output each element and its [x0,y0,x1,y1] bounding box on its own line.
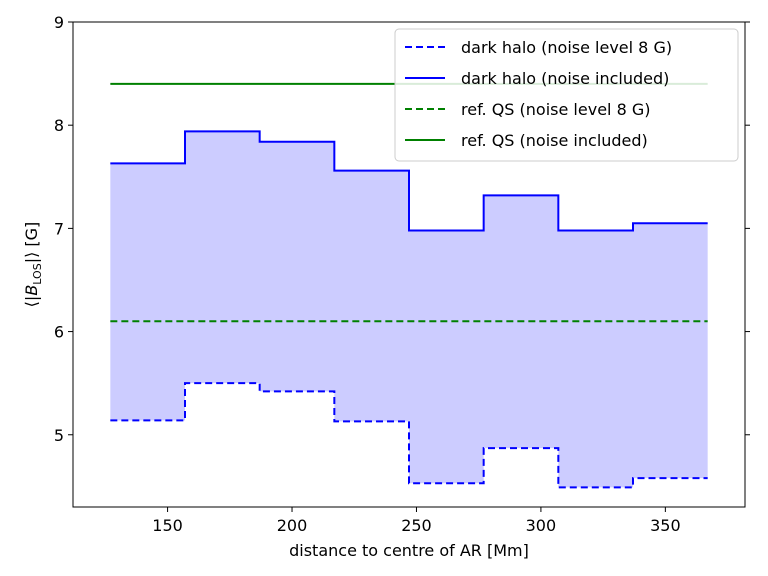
y-tick-label: 5 [54,426,64,445]
y-axis-label: ⟨|BLOS|⟩ [G] [22,222,44,308]
fill-layer [110,131,708,488]
series-dark-halo-noise-included [110,130,708,232]
y-tick-label: 6 [54,323,64,342]
y-axis-label-var: B [22,285,41,296]
series-dark-halo-noise-level-8-g [110,382,708,489]
series-layer [110,82,708,489]
legend-label: dark halo (noise level 8 G) [461,38,672,57]
y-axis-label-sub: LOS [31,263,44,284]
legend-label: dark halo (noise included) [461,69,669,88]
x-axis-ticks: 150 200 250 300 350 [152,507,681,535]
y-axis-ticks: 5 6 7 8 9 [54,13,750,445]
x-axis-label: distance to centre of AR [Mm] [289,541,529,560]
plot-area: 150 200 250 300 350 5 6 7 8 9 [54,13,750,535]
legend-label: ref. QS (noise level 8 G) [461,100,650,119]
y-tick-label: 7 [54,219,64,238]
x-tick-label: 350 [650,516,681,535]
y-tick-label: 8 [54,116,64,135]
x-tick-label: 150 [152,516,183,535]
fill-between-band [110,131,708,488]
legend-box [394,28,739,162]
y-axis-label-open: ⟨| [22,296,41,308]
axes-frame [72,21,746,508]
legend-label: ref. QS (noise included) [461,131,648,150]
y-axis-label-close: |⟩ [G] [22,222,41,264]
y-tick-label: 9 [54,13,64,32]
x-tick-label: 300 [526,516,557,535]
x-tick-label: 250 [401,516,432,535]
x-tick-label: 200 [277,516,308,535]
legend: dark halo (noise level 8 G) dark halo (no… [394,28,739,162]
